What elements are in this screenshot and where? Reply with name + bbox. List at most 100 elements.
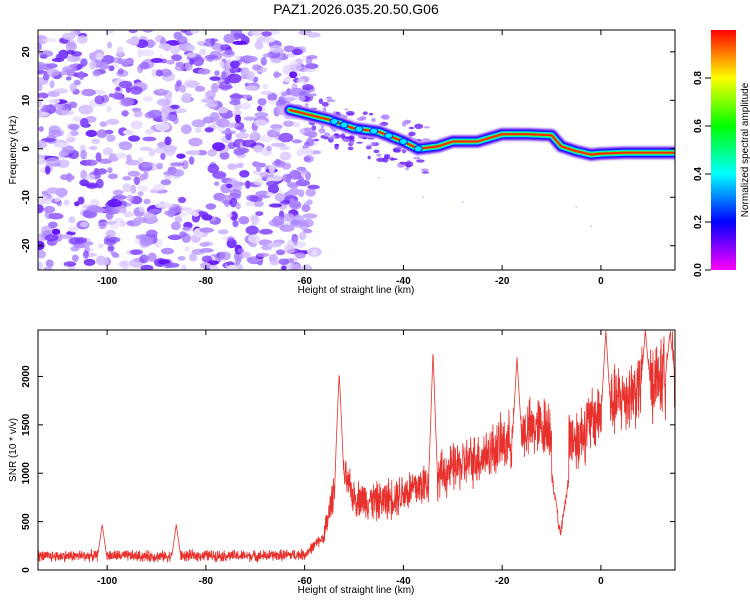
noise-blob	[61, 145, 75, 154]
noise-blob	[279, 224, 295, 232]
noise-blob	[230, 60, 240, 69]
noise-blob	[54, 197, 61, 202]
noise-blob	[239, 251, 251, 258]
y-tick-label: 500	[21, 513, 32, 530]
noise-blob	[51, 57, 65, 63]
noise-blob	[160, 68, 172, 77]
snr-y-ticks: 0 500 1000 1500 2000	[21, 365, 675, 573]
noise-blob	[118, 141, 133, 151]
noise-blob	[179, 84, 187, 93]
noise-blob	[266, 180, 279, 187]
noise-blob	[255, 162, 262, 172]
track-scatter	[321, 101, 329, 107]
noise-blob	[70, 30, 78, 38]
noise-blob	[78, 71, 85, 80]
noise-blob	[253, 178, 264, 186]
noise-blob	[69, 101, 78, 109]
noise-blob	[226, 212, 233, 218]
colorbar: 0.0 0.2 0.4 0.6 0.8 Normalized spectral ampl…	[693, 30, 750, 277]
noise-blob	[145, 128, 155, 135]
noise-blob	[42, 37, 57, 43]
noise-blob	[38, 35, 48, 45]
track-scatter	[318, 128, 326, 134]
noise-blob	[139, 61, 150, 70]
x-tick-label: -60	[297, 276, 312, 287]
noise-blob	[143, 96, 153, 102]
noise-blob	[142, 136, 157, 142]
noise-blob	[141, 162, 153, 168]
noise-blob	[127, 170, 141, 177]
noise-blob	[133, 110, 143, 118]
x-tick-label: 0	[598, 276, 604, 287]
noise-blob	[160, 152, 166, 160]
noise-blob	[66, 50, 76, 55]
noise-blob	[38, 100, 42, 108]
noise-blob	[174, 82, 180, 92]
noise-blob	[192, 212, 200, 217]
noise-blob	[121, 110, 129, 117]
noise-blob	[226, 122, 240, 128]
track-bead	[369, 127, 379, 135]
y-tick-label: -20	[21, 238, 32, 253]
noise-blob	[278, 132, 294, 143]
noise-blob	[74, 201, 80, 207]
noise-blob	[294, 252, 306, 259]
noise-blob	[77, 35, 88, 44]
noise-blob	[121, 97, 135, 106]
noise-blob	[38, 110, 43, 119]
noise-blob	[270, 124, 283, 130]
noise-blob	[121, 58, 129, 68]
colorbar-ticks: 0.0 0.2 0.4 0.6 0.8	[693, 71, 711, 277]
x-tick-label: -80	[199, 276, 214, 287]
noise-blob	[78, 104, 94, 115]
noise-blob	[273, 127, 282, 132]
noise-blob	[301, 148, 314, 155]
track-bead	[354, 125, 364, 133]
noise-blob	[116, 46, 124, 56]
noise-blob	[81, 88, 96, 97]
track-bead	[398, 138, 408, 146]
track-scatter	[323, 132, 331, 138]
track-scatter	[399, 161, 407, 165]
track-scatter	[326, 99, 336, 103]
noise-blob	[253, 200, 264, 207]
noise-blob	[80, 58, 88, 67]
noise-blob	[57, 71, 72, 76]
track-scatter	[303, 127, 313, 132]
noise-blob	[295, 58, 304, 63]
noise-blob	[280, 199, 292, 205]
noise-blob	[48, 212, 64, 220]
noise-blob	[93, 168, 99, 176]
noise-blob	[185, 150, 201, 156]
noise-blob	[202, 241, 214, 246]
noise-blob	[233, 147, 246, 156]
noise-blob	[298, 91, 308, 96]
noise-blob	[190, 30, 200, 34]
noise-blob	[91, 138, 101, 145]
noise-blob	[234, 55, 241, 61]
x-tick-label: -100	[97, 576, 117, 587]
x-tick-label: -20	[495, 576, 510, 587]
noise-blob	[245, 55, 258, 63]
noise-blob	[106, 134, 116, 142]
noise-blob	[283, 244, 295, 254]
noise-blob	[267, 92, 278, 102]
noise-blob	[48, 98, 61, 104]
track-scatter	[325, 96, 332, 100]
noise-blob	[48, 221, 58, 229]
noise-blob	[68, 216, 76, 224]
snr-ylabel: SNR (10 * v/v)	[8, 418, 19, 482]
noise-blob	[205, 203, 217, 210]
noise-blob	[83, 258, 96, 266]
track-scatter	[371, 117, 376, 123]
noise-blob	[139, 236, 154, 247]
noise-blob	[41, 194, 54, 201]
noise-blob	[174, 64, 185, 72]
noise-blob	[225, 127, 231, 135]
noise-blob	[106, 105, 112, 113]
noise-blob	[235, 132, 250, 139]
noise-blob	[218, 61, 225, 68]
track-scatter	[323, 136, 329, 140]
noise-blob	[293, 236, 298, 246]
noise-blob	[69, 237, 84, 245]
